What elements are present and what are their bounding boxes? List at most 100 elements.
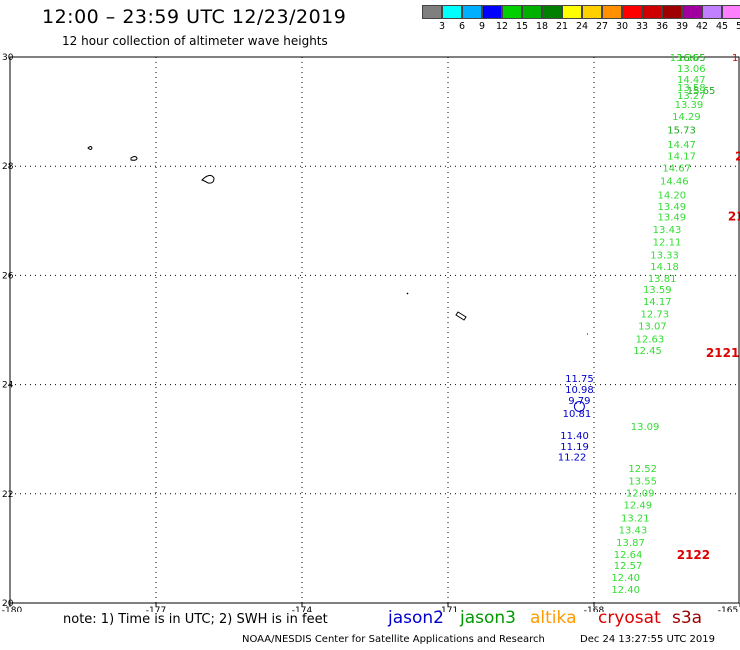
swh-value-label: 13.06 [677,64,706,75]
color-scale-swatch [722,5,740,19]
swh-value-label: 14.47 [677,75,706,86]
swh-value-label: 12.63 [636,335,665,346]
mission-label-cryosat: cryosat [598,608,661,628]
color-scale-swatch [622,5,642,19]
swh-value-label: 12.11 [653,238,682,249]
color-scale-swatch [542,5,562,19]
swh-value-label: 11.40 [560,431,589,442]
color-scale-swatch [602,5,622,19]
y-tick-label: 28 [2,162,14,172]
y-tick-label: 30 [2,53,14,63]
swh-value-label: 13.21 [621,513,650,524]
x-tick-label: -168 [584,606,605,612]
swh-value-label: 12.52 [628,464,657,475]
x-tick-label: -165 [718,606,738,612]
island-outline [87,146,93,150]
color-scale-label: 24 [575,21,589,32]
swh-value-label: 13.43 [653,225,682,236]
color-scale-label: 36 [655,21,669,32]
color-scale-swatch [482,5,502,19]
island-outline [406,292,409,295]
color-scale-label: 39 [675,21,689,32]
footnote: note: 1) Time is in UTC; 2) SWH is in fe… [63,612,328,627]
x-tick-label: -180 [2,606,23,612]
swh-value-label: 13.59 [643,285,672,296]
page-title: 12:00 – 23:59 UTC 12/23/2019 [42,6,347,28]
swh-value-label: 11.75 [565,374,594,385]
color-scale-swatch [502,5,522,19]
color-scale-label: 45 [715,21,729,32]
track-label: 2121 [706,346,739,360]
plot-frame [9,56,740,604]
swh-value-label: 12.09 [626,489,655,500]
swh-value-label: 14.20 [658,191,687,202]
jason2-marker [573,400,585,412]
credit-line: NOAA/NESDIS Center for Satellite Applica… [242,634,545,645]
swh-value-label: 15.65 [687,86,716,97]
swh-value-label: 11.19 [560,442,589,453]
color-scale-label: 30 [615,21,629,32]
swh-value-label: 14.29 [672,112,701,123]
swh-value-label: 11.22 [558,453,587,464]
page-subtitle: 12 hour collection of altimeter wave hei… [62,34,328,48]
swh-value-label: 13.07 [638,322,667,333]
swh-value-label: 12.40 [611,573,640,584]
color-scale-label: 3 [438,21,446,32]
track-label: 21 [735,149,740,163]
generated-timestamp: Dec 24 13:27:55 UTC 2019 [580,634,715,645]
swh-value-label: 15.73 [667,126,696,137]
mission-label-altika: altika [530,608,577,628]
color-scale-label: 50 [735,21,740,32]
x-tick-label: -171 [438,606,458,612]
swh-value-label: 13.43 [619,525,648,536]
color-scale-label: 21 [555,21,569,32]
color-scale-label: 42 [695,21,709,32]
swh-value-label: 13.58 [677,83,706,94]
swh-value-label: 13.39 [675,100,704,111]
swh-value-label: 12.40 [611,585,640,596]
color-scale-swatch [582,5,602,19]
swh-value-label: 13.55 [628,477,657,488]
color-scale-label: 6 [458,21,466,32]
swh-marks: 11.7510.989.7910.8111.4011.1911.2216.651… [558,53,740,596]
swh-value-label: 12.73 [641,310,670,321]
swh-value-label: 13.36 [670,53,699,64]
island-outline [455,311,467,321]
color-scale-label: 33 [635,21,649,32]
track-label: 212 [728,209,740,223]
color-scale-label: 15 [515,21,529,32]
swh-value-label: 13.49 [658,202,687,213]
island-outlines [87,146,588,335]
swh-value-label: 10.98 [565,385,594,396]
color-scale-swatch [662,5,682,19]
y-tick-label: 24 [2,381,14,391]
color-scale-swatch [642,5,662,19]
swh-value-label: 12.49 [623,501,652,512]
track-label: 2122 [677,548,710,562]
swh-value-label: 12.45 [633,346,662,357]
plot-axes: -180 -177 -174 -171 -168 -165 20 22 24 26 28 30 [2,53,740,612]
y-tick-label: 20 [2,599,14,609]
color-scale-bar [422,5,740,21]
swh-value-label: 14.17 [667,151,696,162]
color-scale-swatch [462,5,482,19]
swh-value-label: 14.17 [643,297,672,308]
color-scale-label: 12 [495,21,509,32]
swh-value-label: 13.09 [631,422,660,433]
swh-value-label: 14.46 [660,176,689,187]
swh-value-label: 13.33 [650,251,679,262]
x-tick-label: -174 [292,606,313,612]
swh-value-label: 13.81 [648,274,677,285]
color-scale-swatch [702,5,722,19]
swh-value-label: 14.18 [650,262,679,273]
swh-value-label: 14.67 [662,163,691,174]
island-outline [130,156,138,161]
mission-label-jason3: jason3 [460,608,516,628]
mission-label-jason2: jason2 [388,608,444,628]
swh-value-label: 14.47 [667,140,696,151]
color-scale-label: 18 [535,21,549,32]
swh-value-label: 1 [732,53,738,64]
color-scale-label: 9 [478,21,486,32]
color-scale-swatch [522,5,542,19]
island-outline [201,174,215,184]
